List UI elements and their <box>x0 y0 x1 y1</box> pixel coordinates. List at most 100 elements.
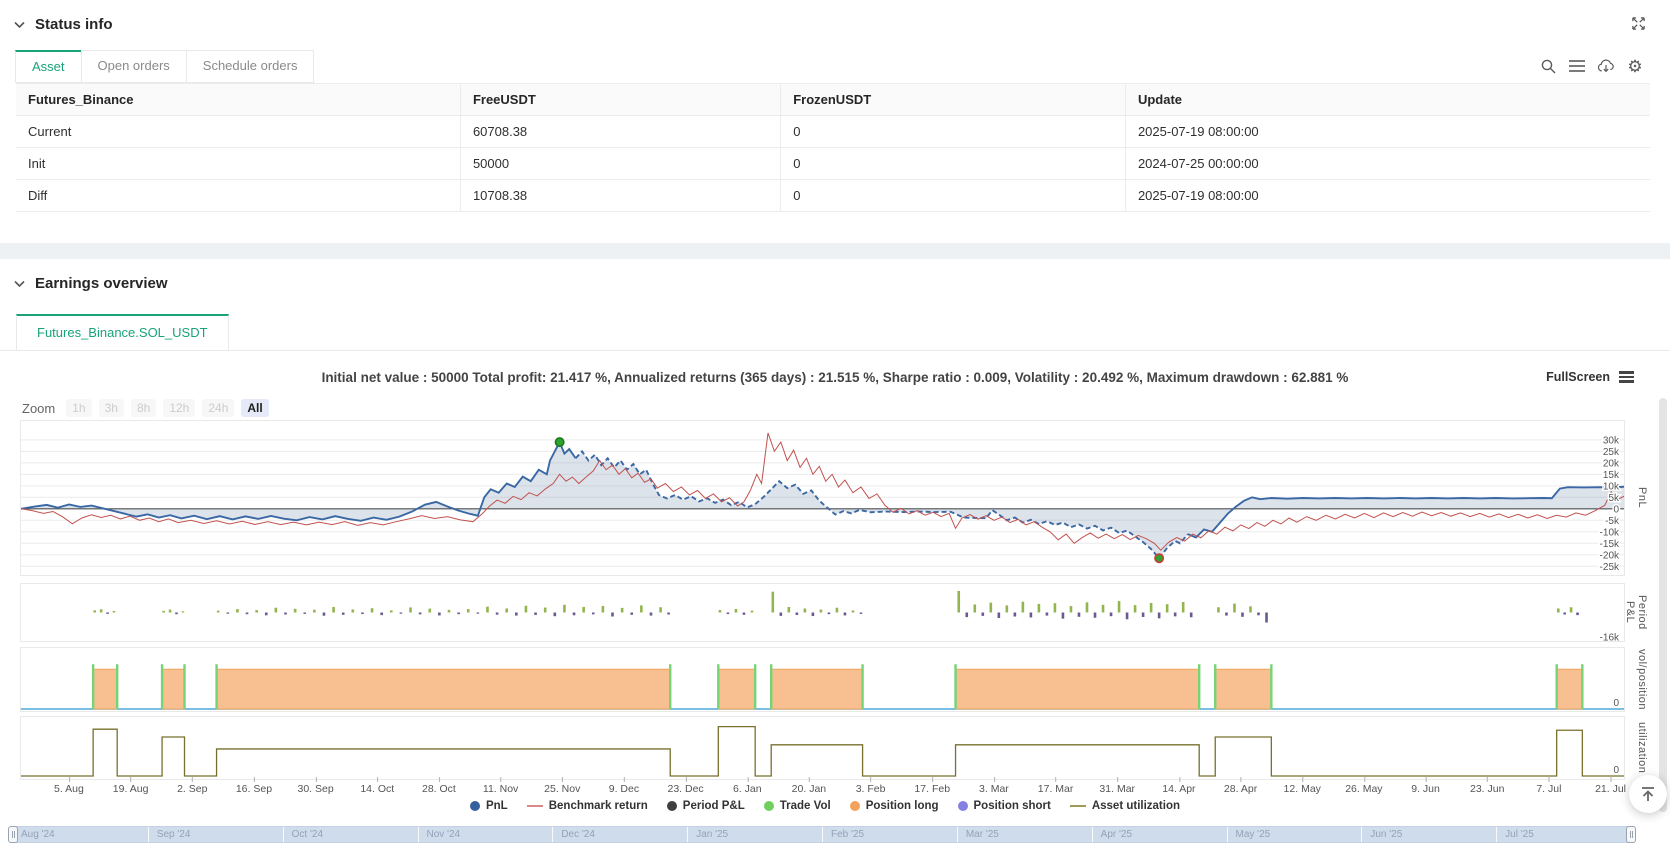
line-marker-icon <box>527 805 543 807</box>
legend-item-pnl[interactable]: PnL <box>470 800 508 812</box>
collapse-chevron-icon[interactable] <box>14 21 25 29</box>
page-scrollbar-thumb[interactable] <box>1659 398 1667 812</box>
period-pnl-bar <box>1022 602 1025 613</box>
asset-table-body: Current60708.3802025-07-19 08:00:00Init5… <box>16 116 1650 212</box>
period-pnl-bar <box>804 608 807 612</box>
period-pnl-bar <box>751 611 754 613</box>
range-navigator[interactable]: Aug '24Sep '24Oct '24Nov '24Dec '24Jan '… <box>12 826 1632 843</box>
period-pnl-bar <box>467 609 470 612</box>
status-tabs: AssetOpen ordersSchedule orders <box>16 50 314 83</box>
period-pnl-bar <box>990 603 993 613</box>
navigator-month-Nov24: Nov '24 <box>418 827 553 842</box>
column-header: FrozenUSDT <box>781 84 1126 116</box>
max-drawdown-point[interactable] <box>1155 554 1163 562</box>
cloud-download-icon[interactable] <box>1597 57 1615 75</box>
x-tick-label: 31. Mar <box>1099 783 1135 795</box>
period-pnl-bar <box>313 610 316 613</box>
period-pnl-bar <box>1102 605 1105 613</box>
zoom-option-3h[interactable]: 3h <box>99 399 124 417</box>
back-to-top-button[interactable] <box>1629 775 1667 813</box>
chart-context-menu-icon[interactable] <box>1619 371 1634 383</box>
utilization-line <box>21 727 1624 776</box>
period-pnl-bar <box>780 613 783 616</box>
period-axis-title: Period P&L <box>1630 583 1648 642</box>
period-pnl-bar <box>505 608 508 612</box>
position-long-block <box>93 669 117 709</box>
collapse-chevron-icon[interactable] <box>14 280 25 288</box>
period-pnl-bar <box>544 608 547 613</box>
menu-icon[interactable] <box>1568 57 1586 75</box>
legend-item-benchmark-return[interactable]: Benchmark return <box>527 800 648 812</box>
navigator-month-Aug24: Aug '24 <box>13 827 148 842</box>
table-cell: 10708.38 <box>460 180 780 212</box>
period-pnl-bar <box>284 613 287 615</box>
tab-futures-binance-sol-usdt[interactable]: Futures_Binance.SOL_USDT <box>16 314 229 351</box>
zoom-option-24h[interactable]: 24h <box>202 399 234 417</box>
period-pnl-bar <box>275 608 278 613</box>
legend-item-period-p&l[interactable]: Period P&L <box>667 800 745 812</box>
table-row: Init5000002024-07-25 00:00:00 <box>16 148 1650 180</box>
fullscreen-expand-icon[interactable] <box>1631 16 1646 31</box>
navigator-left-handle[interactable] <box>8 826 18 843</box>
legend-item-asset-utilization[interactable]: Asset utilization <box>1070 800 1180 812</box>
navigator-month-Oct24: Oct '24 <box>283 827 418 842</box>
period-pnl-bar <box>772 592 775 613</box>
tab-asset[interactable]: Asset <box>15 50 82 83</box>
legend-item-trade-vol[interactable]: Trade Vol <box>764 800 831 812</box>
tab-schedule-orders[interactable]: Schedule orders <box>186 50 315 83</box>
period-pnl-bar <box>1166 604 1169 612</box>
navigator-month-Apr25: Apr '25 <box>1092 827 1227 842</box>
period-pnl-bar <box>332 607 335 613</box>
chart-legend: PnL Benchmark return Period P&L Trade Vol Po… <box>0 800 1650 812</box>
pnl-chart-panel[interactable]: 30k25k20k15k10k5k0-5k-10k-15k-20k-25k <box>20 420 1625 576</box>
legend-label: PnL <box>486 800 508 812</box>
zoom-option-12h[interactable]: 12h <box>163 399 195 417</box>
period-pnl-bar <box>820 610 823 613</box>
period-pnl-bar <box>650 613 653 616</box>
legend-item-position-short[interactable]: Position short <box>958 800 1051 812</box>
utilization-chart-panel[interactable]: 0 <box>20 716 1625 780</box>
zoom-option-8h[interactable]: 8h <box>131 399 156 417</box>
axis-tick-label: 0 <box>1613 504 1619 515</box>
fullscreen-button[interactable]: FullScreen <box>1546 370 1634 384</box>
period-pnl-bar <box>419 613 422 615</box>
period-pnl-bar <box>563 605 566 613</box>
period-pnl-bar <box>1241 613 1244 617</box>
trade-vol-spike <box>92 664 94 709</box>
max-profit-point[interactable] <box>555 438 563 446</box>
axis-tick-label: 10k <box>1603 481 1620 492</box>
period-pnl-bar <box>486 607 489 613</box>
tab-open-orders[interactable]: Open orders <box>81 50 187 83</box>
axis-tick-label: 25k <box>1603 447 1620 458</box>
settings-gear-icon[interactable]: ⚙ <box>1626 57 1644 75</box>
period-pnl-bar <box>1134 605 1137 612</box>
period-pnl-chart-panel[interactable]: -16k <box>20 583 1625 642</box>
earnings-header: Earnings overview <box>14 275 168 292</box>
period-pnl-bar <box>852 610 855 612</box>
period-pnl-bar <box>592 613 595 615</box>
zoom-option-1h[interactable]: 1h <box>66 399 91 417</box>
navigator-month-Sep24: Sep '24 <box>148 827 283 842</box>
x-tick-label: 19. Aug <box>113 783 149 795</box>
period-pnl-bar <box>428 609 431 613</box>
zoom-option-all[interactable]: All <box>241 399 268 417</box>
period-pnl-bar <box>1078 613 1081 617</box>
period-pnl-bar <box>182 611 185 612</box>
column-header: Futures_Binance <box>16 84 460 116</box>
search-icon[interactable] <box>1539 57 1557 75</box>
table-row: Diff10708.3802025-07-19 08:00:00 <box>16 180 1650 212</box>
period-pnl-bar <box>226 613 229 614</box>
trade-vol-spike <box>1214 664 1216 709</box>
axis-tick-label: -15k <box>1600 539 1620 550</box>
legend-item-position-long[interactable]: Position long <box>850 800 939 812</box>
navigator-right-handle[interactable] <box>1626 826 1636 843</box>
period-pnl-bar <box>1086 602 1089 612</box>
period-pnl-bar <box>1062 613 1065 619</box>
period-pnl-bar <box>1126 613 1129 620</box>
table-cell: Init <box>16 148 460 180</box>
x-tick-label: 21. Jul <box>1595 783 1626 795</box>
position-chart-panel[interactable]: 0 <box>20 647 1625 712</box>
position-long-block <box>162 669 184 709</box>
trade-vol-spike <box>161 664 163 709</box>
x-tick-label: 3. Feb <box>856 783 886 795</box>
